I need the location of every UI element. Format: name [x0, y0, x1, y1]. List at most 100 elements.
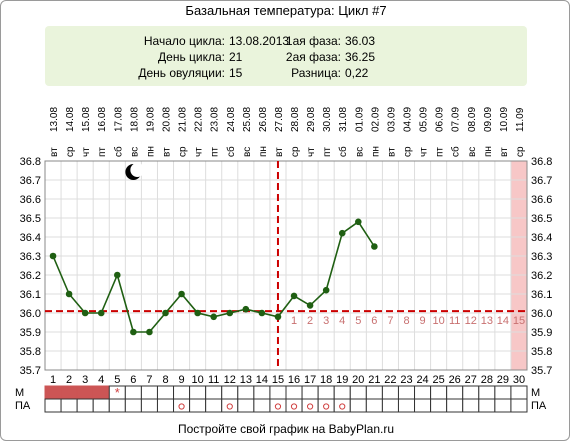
weekday-label: вс: [129, 147, 140, 157]
temperature-series-group: [49, 163, 378, 336]
y-tick-label-right: 36.6: [531, 194, 552, 206]
day-number-label: 28: [481, 374, 493, 386]
pa-marker: [339, 403, 346, 410]
y-tick-label-right: 36.1: [531, 289, 552, 301]
day-number-label: 9: [179, 374, 185, 386]
phase-day-number: 2: [307, 315, 313, 327]
weekday-label: пн: [145, 146, 156, 157]
pa-cell: [381, 398, 399, 413]
date-label: 27.08: [274, 107, 285, 132]
m-cell: [285, 385, 303, 400]
m-row-label-left: М: [15, 387, 24, 399]
date-label: 03.09: [386, 107, 397, 132]
date-label: 10.09: [499, 107, 510, 132]
day-number-label: 6: [130, 374, 136, 386]
y-tick-label-right: 35.7: [531, 365, 552, 377]
pa-cell: [301, 398, 319, 413]
temperature-point: [290, 292, 298, 300]
pa-cell: [156, 398, 175, 413]
temperature-point: [371, 243, 378, 250]
temperature-point: [226, 309, 234, 317]
date-label: 17.08: [113, 107, 124, 132]
cycle-day-value: 21: [229, 50, 243, 64]
y-tick-label-right: 36.5: [531, 213, 552, 225]
day-number-label: 10: [192, 374, 204, 386]
m-cell: [221, 385, 239, 400]
weekday-label: вс: [354, 147, 365, 157]
highlight-column-group: [510, 161, 527, 370]
phase1-value: 36.03: [345, 34, 376, 48]
date-label: 20.08: [162, 107, 173, 132]
pa-marker: [307, 403, 314, 410]
temperature-point: [194, 309, 201, 317]
date-label: 19.08: [145, 107, 156, 132]
phase-day-number: 10: [433, 315, 445, 327]
m-cell: [494, 385, 512, 400]
m-cell: [349, 385, 367, 400]
date-label: 31.08: [338, 107, 349, 132]
weekday-label: вт: [274, 147, 285, 157]
date-header-group: 13.08 вт 1 14.08 ср 2 15.08 чт 3 16.08 пт 4 17.08 сб 5…: [49, 107, 526, 386]
temperature-point: [81, 309, 89, 317]
weekday-label: пт: [97, 147, 108, 157]
m-cell: [189, 385, 207, 400]
pa-cell: [44, 398, 62, 413]
y-tick-label-left: 35.9: [20, 327, 41, 339]
day-number-label: 2: [66, 374, 72, 386]
pa-cell: [397, 398, 416, 413]
pa-cell: [76, 398, 94, 413]
m-cell: [173, 385, 191, 400]
y-tick-label-right: 36.3: [531, 251, 552, 263]
day-number-label: 25: [433, 374, 445, 386]
weekday-label: чт: [194, 147, 205, 157]
pa-cell: [221, 398, 239, 413]
day-number-label: 16: [288, 374, 300, 386]
m-cell: [60, 385, 78, 400]
pa-cell: [269, 398, 287, 413]
weekday-label: вт: [499, 147, 510, 157]
day-number-label: 13: [240, 374, 252, 386]
pa-marker: [290, 403, 298, 410]
ovulation-day-value: 15: [229, 66, 243, 80]
date-label: 01.09: [354, 107, 365, 132]
date-label: 06.09: [435, 107, 446, 132]
y-tick-label-left: 35.7: [20, 365, 41, 377]
pa-cell: [124, 398, 142, 413]
pa-cell: [237, 398, 255, 413]
day-number-label: 3: [82, 374, 88, 386]
date-label: 05.09: [419, 107, 430, 132]
day-number-label: 23: [400, 374, 412, 386]
cycle-start-value: 13.08.2013: [229, 34, 290, 48]
y-tick-label-left: 36.8: [20, 156, 41, 168]
weekday-label: сб: [112, 146, 124, 157]
date-label: 21.08: [178, 107, 189, 132]
date-label: 16.08: [97, 107, 108, 132]
temperature-point: [162, 309, 169, 317]
day-number-label: 5: [114, 374, 120, 386]
m-cell: [124, 385, 142, 400]
cycle-start-label: Начало цикла:: [143, 34, 225, 48]
pa-cell: [510, 398, 528, 413]
y-tick-label-left: 35.8: [20, 346, 41, 358]
m-cell: [446, 385, 464, 400]
date-label: 28.08: [290, 107, 301, 132]
temperature-point: [322, 286, 330, 294]
day-number-label: 15: [272, 374, 284, 386]
pa-cell: [253, 398, 271, 413]
weekday-label: ср: [403, 146, 414, 157]
pa-cell: [140, 398, 158, 413]
weekday-label: вс: [467, 147, 478, 157]
y-tick-label-right: 36.2: [531, 270, 552, 282]
pa-cell: [349, 398, 367, 413]
weekday-label: пн: [483, 146, 494, 157]
temperature-point: [65, 290, 73, 298]
y-tick-label-left: 36.3: [20, 251, 41, 263]
phase-day-number: 13: [481, 315, 493, 327]
y-tick-label-left: 36.7: [20, 175, 41, 187]
date-label: 14.08: [65, 107, 76, 132]
m-cell: [381, 385, 399, 400]
weekday-label: пт: [210, 147, 221, 157]
day-number-label: 30: [513, 374, 525, 386]
grid-group: [44, 160, 528, 371]
weekday-label: вт: [386, 147, 397, 157]
